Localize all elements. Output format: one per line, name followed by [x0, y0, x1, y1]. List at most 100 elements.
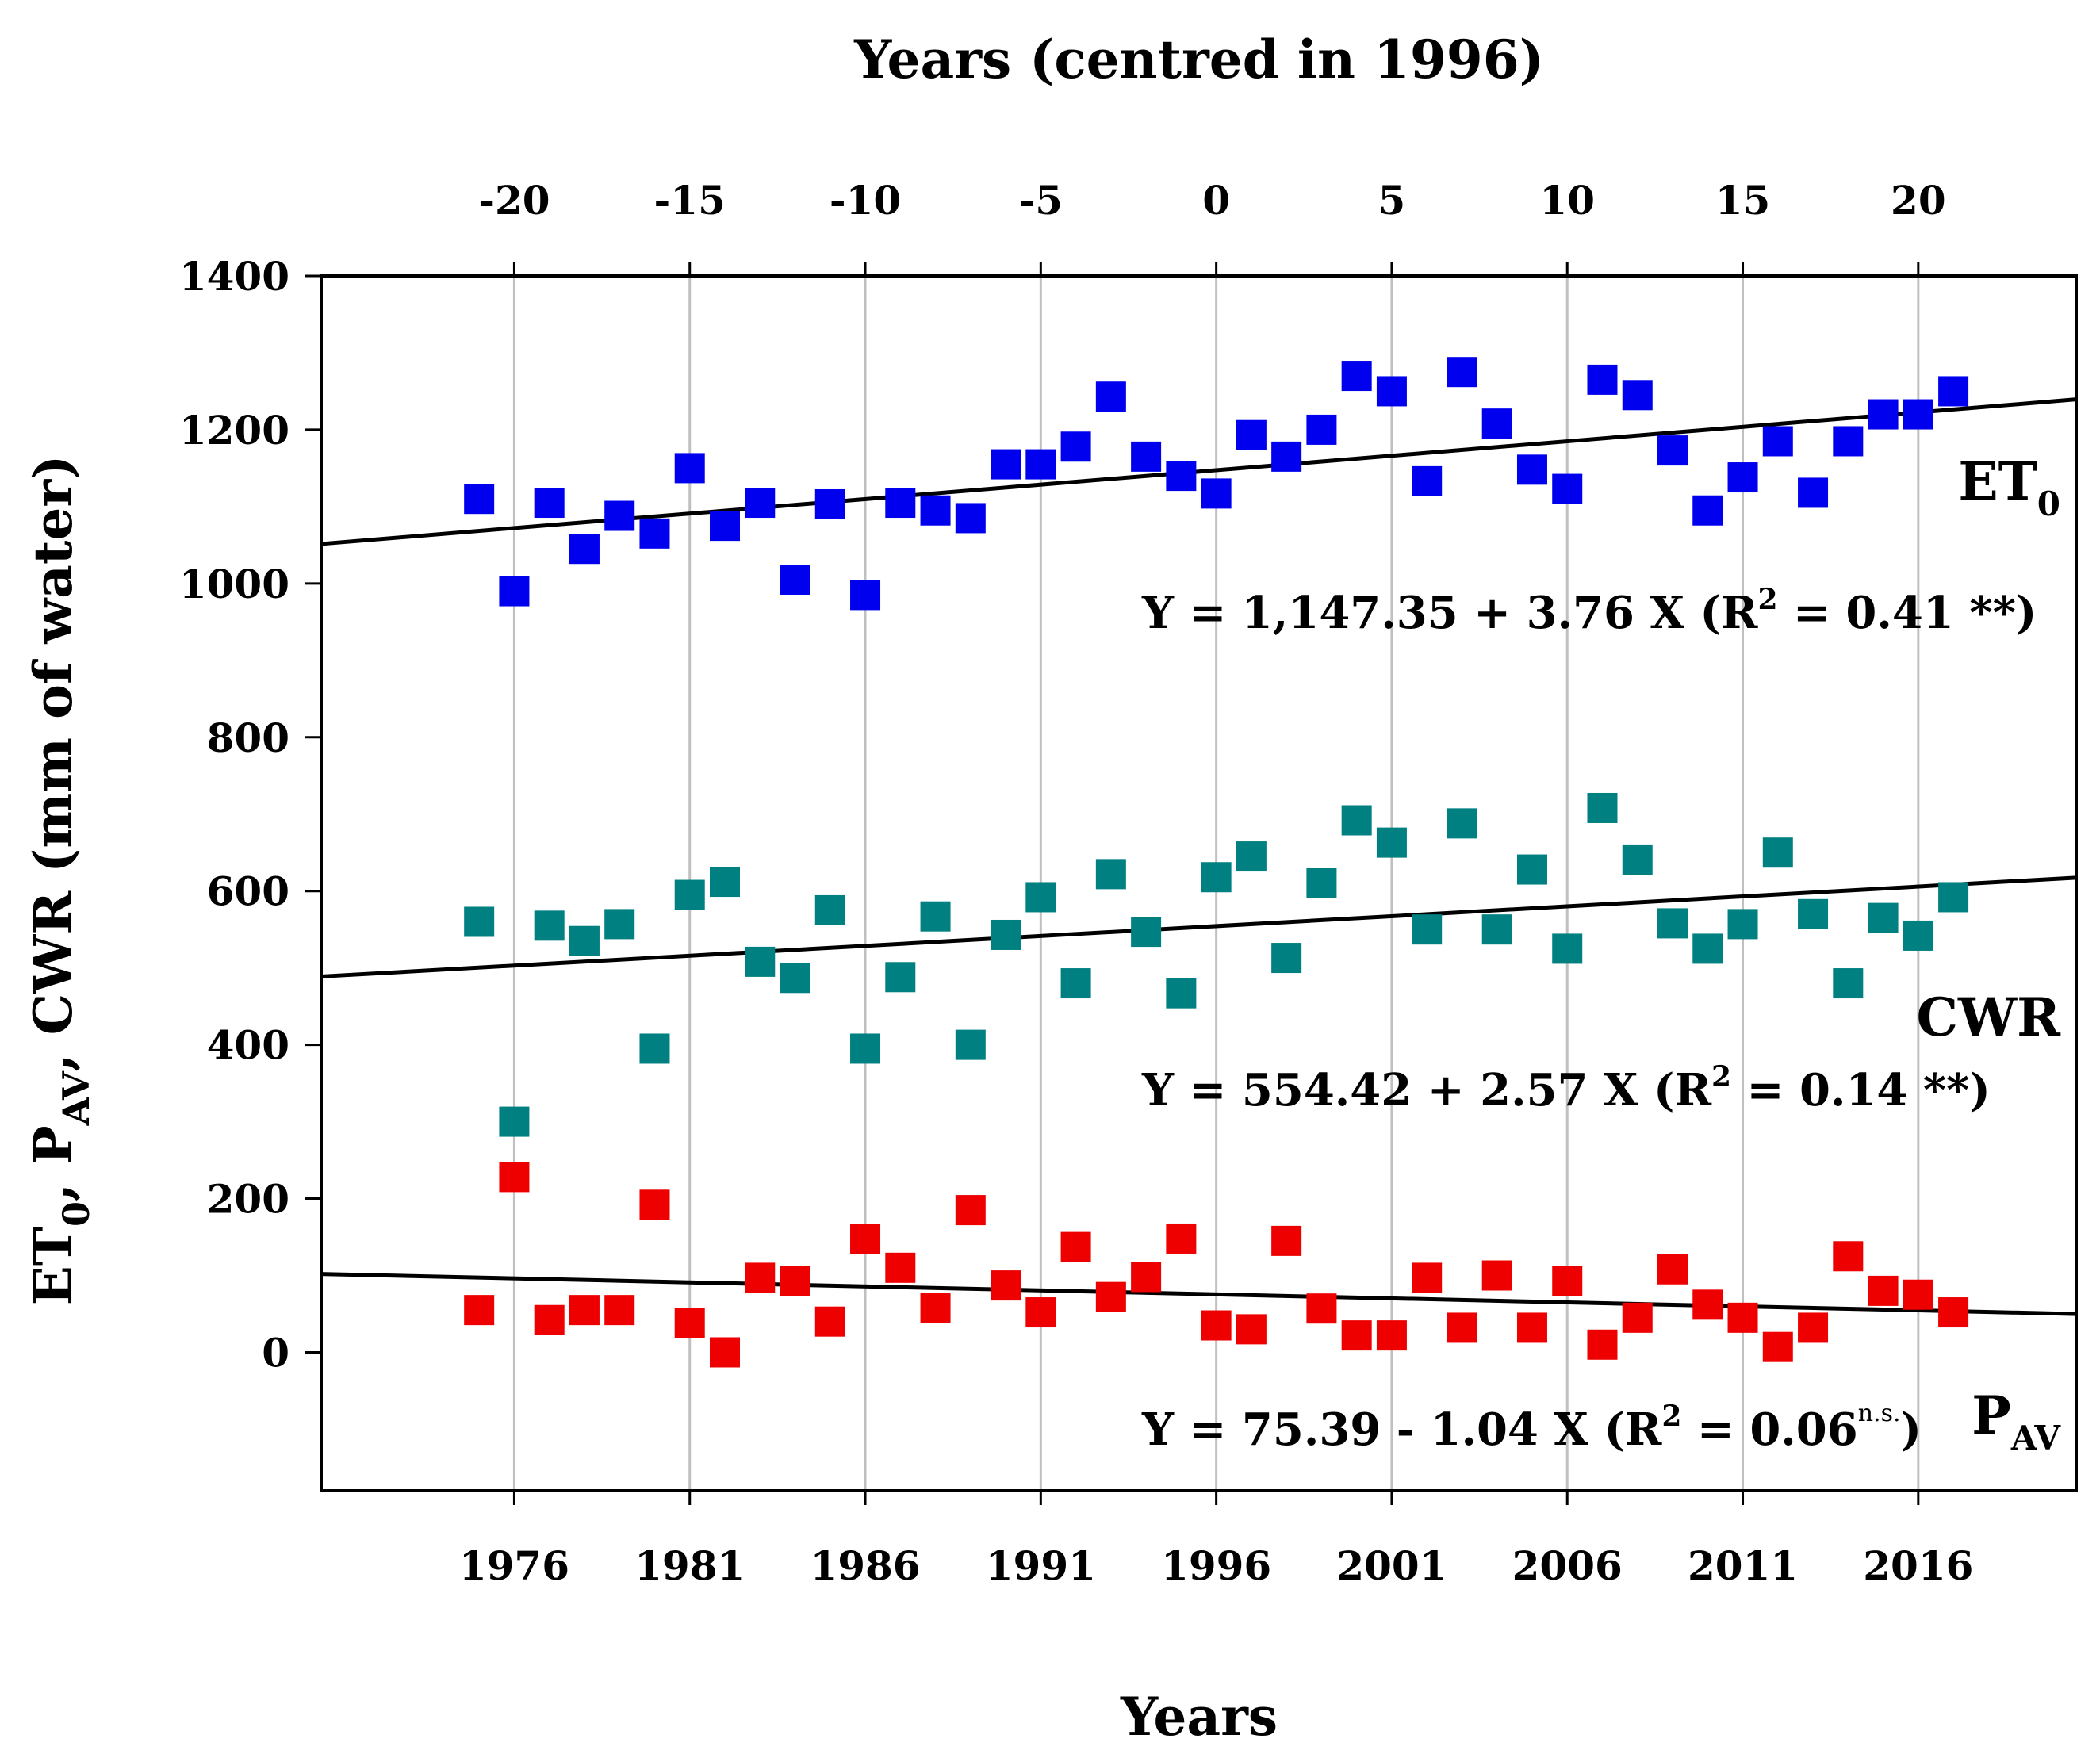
top-tick-label--5: -5: [1019, 177, 1063, 224]
point-0-2006: [1552, 473, 1583, 504]
point-0-1999: [1306, 414, 1337, 445]
top-axis-title: Years (centred in 1996): [853, 29, 1544, 90]
series-label-et0-sub: 0: [2037, 484, 2060, 523]
x-tick-label-1991: 1991: [986, 1542, 1096, 1589]
point-0-1994: [1131, 441, 1162, 472]
point-2-1997: [1236, 1314, 1267, 1345]
point-0-1985: [814, 488, 845, 519]
point-2-2014: [1833, 1241, 1864, 1272]
point-1-2011: [1727, 909, 1758, 940]
fit-line-0: [320, 397, 2077, 546]
y-tick-label-600: 600: [207, 868, 289, 915]
point-1-1994: [1131, 917, 1162, 948]
point-0-2012: [1762, 426, 1793, 457]
equation-pav-close: ): [1901, 1404, 1922, 1456]
point-0-1990: [991, 449, 1021, 480]
point-0-1992: [1060, 431, 1091, 462]
fit-line-2: [320, 1272, 2077, 1316]
point-2-1994: [1131, 1262, 1162, 1293]
top-tick-label-5: 5: [1378, 177, 1406, 224]
point-1-2001: [1376, 827, 1407, 858]
point-1-1977: [534, 910, 565, 941]
point-1-1980: [639, 1033, 670, 1064]
point-1-2012: [1762, 837, 1793, 868]
point-0-1984: [780, 565, 810, 595]
point-1-2015: [1868, 902, 1899, 933]
series-label-cwr: CWR: [1917, 986, 2062, 1048]
equation-et0-main: Y = 1,147.35 + 3.76 X (R: [1141, 587, 1758, 639]
point-2-1979: [604, 1295, 635, 1326]
point-1-2013: [1798, 898, 1829, 929]
point-0-2013: [1798, 477, 1829, 508]
data-points: [464, 357, 1969, 1368]
point-1-1990: [991, 919, 1021, 950]
point-1-2008: [1622, 844, 1653, 875]
top-tick-label--20: -20: [478, 177, 550, 224]
point-0-1981: [674, 453, 705, 484]
point-1-1983: [745, 946, 776, 977]
point-0-1978: [569, 534, 600, 565]
point-0-2008: [1622, 380, 1653, 411]
point-0-1983: [745, 488, 776, 519]
x-tick-label-1996: 1996: [1161, 1542, 1271, 1589]
point-0-2014: [1833, 426, 1864, 457]
y-tick-label-400: 400: [207, 1022, 289, 1069]
point-0-2000: [1341, 361, 1372, 392]
point-2-2011: [1727, 1302, 1758, 1333]
point-2-1981: [674, 1308, 705, 1338]
point-1-1976: [499, 1106, 530, 1137]
point-1-1996: [1201, 862, 1232, 893]
axes: 1976 1981 1986 1991 1996 2001 2006 2011 2016 -20 -…: [179, 177, 1974, 1589]
point-1-1987: [885, 962, 916, 993]
equation-et0-sup: 2: [1757, 583, 1777, 616]
equation-pav-ns: n.s.: [1858, 1400, 1901, 1427]
point-2-1996: [1201, 1310, 1232, 1341]
point-0-1998: [1271, 441, 1302, 472]
point-1-1992: [1060, 968, 1091, 999]
point-1-1978: [569, 925, 600, 956]
top-tick-label--15: -15: [654, 177, 726, 224]
series-label-pav-main: P: [1972, 1384, 2011, 1446]
point-1-2014: [1833, 968, 1864, 999]
point-1-1993: [1095, 859, 1126, 890]
equation-et0: Y = 1,147.35 + 3.76 X (R2 = 0.41 **): [1141, 583, 2037, 639]
equation-et0-end: = 0.41 **): [1778, 587, 2037, 639]
y-tick-label-0: 0: [262, 1329, 289, 1376]
point-2-2005: [1516, 1312, 1547, 1343]
point-2-2003: [1447, 1312, 1477, 1343]
point-1-1975: [464, 906, 495, 937]
y-tick-label-1200: 1200: [179, 407, 289, 454]
point-0-1976: [499, 576, 530, 607]
y-tick-label-200: 200: [207, 1176, 289, 1223]
point-0-2016: [1903, 399, 1933, 430]
point-1-1985: [814, 894, 845, 925]
y-tick-label-1400: 1400: [179, 253, 289, 300]
top-tick-label-10: 10: [1539, 177, 1595, 224]
point-0-1995: [1166, 461, 1197, 492]
top-tick-label-0: 0: [1202, 177, 1230, 224]
point-0-2010: [1692, 495, 1723, 526]
point-0-2003: [1447, 357, 1477, 388]
x-tick-label-2011: 2011: [1688, 1542, 1798, 1589]
regression-equations: Y = 1,147.35 + 3.76 X (R2 = 0.41 **) Y =…: [1141, 583, 2037, 1456]
series-labels: ET0 CWR PAV: [1917, 450, 2062, 1457]
point-2-1992: [1060, 1231, 1091, 1262]
x-tick-label-1986: 1986: [810, 1542, 920, 1589]
point-0-2015: [1868, 399, 1899, 430]
equation-cwr-end: = 0.14 **): [1731, 1064, 1991, 1116]
y-axis-title-p: , P: [22, 1125, 84, 1201]
point-2-2017: [1938, 1297, 1969, 1328]
point-0-1986: [850, 580, 881, 611]
x-tick-label-1976: 1976: [459, 1542, 569, 1589]
point-2-2001: [1376, 1320, 1407, 1351]
point-0-2001: [1376, 376, 1407, 407]
y-axis-title-p-sub: AV: [55, 1070, 98, 1126]
point-1-2016: [1903, 920, 1933, 951]
point-0-1980: [639, 518, 670, 549]
point-2-2008: [1622, 1302, 1653, 1333]
point-1-2005: [1516, 854, 1547, 885]
point-0-1982: [709, 511, 740, 542]
point-0-2005: [1516, 454, 1547, 485]
point-2-1986: [850, 1224, 881, 1254]
